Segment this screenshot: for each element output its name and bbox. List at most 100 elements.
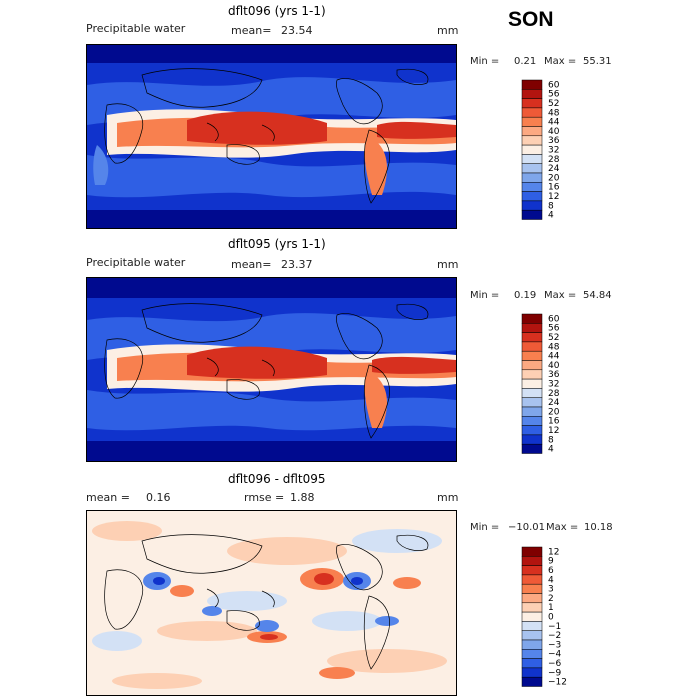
- colorbar-cell: [521, 79, 543, 90]
- colorbar-tick-label: 40: [548, 361, 560, 371]
- colorbar-cell: [521, 658, 543, 669]
- colorbar-cell: [521, 434, 543, 445]
- colorbar-cell: [521, 163, 543, 174]
- panel-2-title: dflt095 (yrs 1-1): [228, 237, 326, 251]
- season-label: SON: [508, 8, 554, 31]
- colorbar-cell: [521, 443, 543, 454]
- colorbar-tick-label: 4: [548, 575, 554, 585]
- colorbar-tick-label: 60: [548, 80, 560, 90]
- colorbar-tick-label: 24: [548, 164, 560, 174]
- colorbar-tick-label: 8: [548, 201, 554, 211]
- panel-1-min-label: Min =: [470, 56, 500, 67]
- panel-1-title: dflt096 (yrs 1-1): [228, 4, 326, 18]
- colorbar-cell: [521, 154, 543, 164]
- colorbar-tick-label: 52: [548, 99, 559, 109]
- colorbar-cell: [521, 388, 543, 398]
- colorbar-tick-label: 0: [548, 613, 554, 623]
- colorbar-cell: [521, 350, 543, 361]
- colorbar-cell: [521, 369, 543, 380]
- panel-1-max-value: 55.31: [583, 56, 612, 67]
- panel-1-mean-label: mean=: [231, 24, 272, 37]
- panel-2-units: mm: [437, 258, 459, 271]
- colorbar-tick-label: 36: [548, 370, 560, 380]
- colorbar-tick-label: −1: [548, 622, 561, 632]
- colorbar-tick-label: 4: [548, 445, 554, 455]
- colorbar-cell: [521, 144, 543, 155]
- colorbar-tick-label: 1: [548, 603, 554, 613]
- colorbar-cell: [521, 182, 543, 192]
- colorbar-cell: [521, 649, 543, 659]
- colorbar-tick-label: 36: [548, 136, 560, 146]
- colorbar-cell: [521, 630, 543, 641]
- colorbar-tick-label: 44: [548, 352, 560, 362]
- colorbar-cell: [521, 639, 543, 650]
- colorbar-tick-label: 20: [548, 407, 560, 417]
- colorbar-cell: [521, 126, 543, 137]
- panel-1-max-label: Max =: [544, 56, 577, 67]
- colorbar-tick-label: 56: [548, 90, 560, 100]
- colorbar-tick-label: 28: [548, 155, 560, 165]
- colorbar-cell: [521, 593, 543, 604]
- colorbar-cell: [521, 323, 543, 333]
- panel-2-max-value: 54.84: [583, 290, 612, 301]
- colorbar-tick-label: 12: [548, 547, 559, 557]
- colorbar-tick-label: 40: [548, 127, 560, 137]
- colorbar-cell: [521, 602, 543, 613]
- panel-2-map: [86, 277, 457, 462]
- colorbar-tick-label: 8: [548, 435, 554, 445]
- colorbar-cell: [521, 425, 543, 436]
- colorbar-tick-label: 16: [548, 417, 560, 427]
- panel-3-mean-value: 0.16: [146, 491, 171, 504]
- colorbar-tick-label: 20: [548, 173, 560, 183]
- colorbar-tick-label: 12: [548, 192, 559, 202]
- panel-1-field: Precipitable water: [86, 22, 186, 35]
- colorbar-cell: [521, 378, 543, 389]
- panel-3-map: [86, 510, 457, 696]
- colorbar-tick-label: 44: [548, 118, 560, 128]
- colorbar-cell: [521, 200, 543, 211]
- colorbar-cell: [521, 397, 543, 408]
- colorbar-tick-label: 3: [548, 585, 554, 595]
- panel-2-min-value: 0.19: [514, 290, 537, 301]
- colorbar-cell: [521, 565, 543, 576]
- colorbar-cell: [521, 676, 543, 687]
- colorbar-tick-label: −6: [548, 659, 562, 669]
- panel-2-field: Precipitable water: [86, 256, 186, 269]
- colorbar-tick-label: 60: [548, 314, 560, 324]
- panel-3-rmse-label: rmse =: [244, 491, 285, 504]
- colorbar-tick-label: 6: [548, 566, 554, 576]
- panel-3-min-value: −10.01: [508, 522, 546, 533]
- panel-2-min-label: Min =: [470, 290, 500, 301]
- colorbar-cell: [521, 98, 543, 109]
- colorbar-cell: [521, 556, 543, 566]
- colorbar-tick-label: 12: [548, 426, 559, 436]
- colorbar-tick-label: 24: [548, 398, 560, 408]
- panel-3-mean-label: mean =: [86, 491, 130, 504]
- colorbar-cell: [521, 667, 543, 678]
- colorbar-tick-label: 32: [548, 380, 559, 390]
- colorbar-cell: [521, 416, 543, 426]
- panel-3-max-label: Max =: [546, 522, 579, 533]
- colorbar-cell: [521, 546, 543, 557]
- colorbar-cell: [521, 116, 543, 127]
- panel-3-title: dflt096 - dflt095: [228, 472, 326, 486]
- colorbar-cell: [521, 341, 543, 352]
- colorbar-tick-label: 16: [548, 183, 560, 193]
- panel-1-units: mm: [437, 24, 459, 37]
- colorbar-tick-label: −9: [548, 668, 562, 678]
- panel-3-units: mm: [437, 491, 459, 504]
- colorbar-cell: [521, 107, 543, 118]
- colorbar-cell: [521, 313, 543, 324]
- colorbar-tick-label: 9: [548, 557, 554, 567]
- panel-3-min-label: Min =: [470, 522, 500, 533]
- panel-2-max-label: Max =: [544, 290, 577, 301]
- colorbar-cell: [521, 583, 543, 594]
- colorbar-cell: [521, 621, 543, 631]
- colorbar-cell: [521, 406, 543, 417]
- colorbar-cell: [521, 209, 543, 220]
- colorbar-cell: [521, 611, 543, 622]
- panel-1-mean-value: 23.54: [281, 24, 313, 37]
